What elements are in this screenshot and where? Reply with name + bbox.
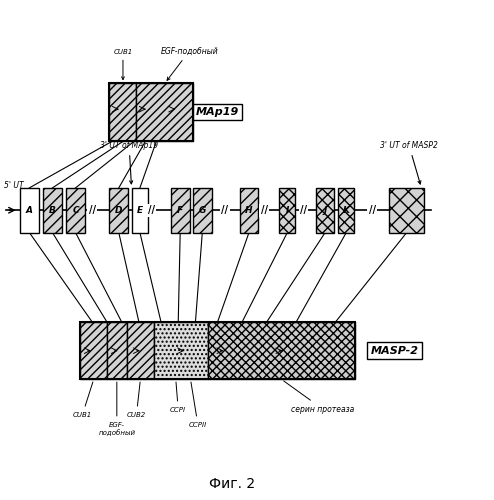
Text: //: // (369, 205, 376, 215)
Text: K: K (342, 206, 349, 214)
Text: G: G (199, 206, 206, 214)
Bar (193, 188, 211, 232)
Text: 3' UT of MASP2: 3' UT of MASP2 (380, 141, 438, 184)
Text: серин протеаза: серин протеаза (284, 381, 355, 414)
Bar (171, 188, 190, 232)
Bar (240, 188, 258, 232)
Text: B: B (49, 206, 56, 214)
Text: MASP-2: MASP-2 (370, 346, 418, 356)
Text: //: // (148, 205, 155, 215)
Text: MAp19: MAp19 (196, 107, 239, 117)
Text: Фиг. 2: Фиг. 2 (209, 476, 255, 490)
Text: C: C (72, 206, 79, 214)
Bar (80, 322, 355, 380)
Text: //: // (221, 205, 228, 215)
Text: CCPII: CCPII (189, 382, 207, 428)
Bar (20, 188, 39, 232)
Bar (126, 322, 154, 380)
Bar (80, 322, 107, 380)
Text: E: E (137, 206, 143, 214)
Bar (154, 322, 207, 380)
Text: CUB1: CUB1 (73, 382, 93, 418)
Text: //: // (89, 205, 96, 215)
Text: 5' UT: 5' UT (4, 182, 24, 190)
Text: CUB2: CUB2 (127, 382, 146, 418)
Bar (131, 188, 148, 232)
Text: J: J (324, 206, 327, 214)
Text: D: D (115, 206, 123, 214)
Text: H: H (245, 206, 253, 214)
Bar (110, 188, 128, 232)
Text: EGF-подобный: EGF-подобный (161, 46, 218, 80)
Bar (110, 84, 193, 140)
Text: EGF-
подобный: EGF- подобный (98, 382, 135, 436)
Text: 3' UT of MAp19: 3' UT of MAp19 (100, 141, 158, 184)
Text: CCPI: CCPI (170, 382, 186, 412)
Text: //: // (261, 205, 268, 215)
Text: F: F (177, 206, 183, 214)
Text: CUB1: CUB1 (113, 48, 132, 80)
Bar (136, 84, 193, 140)
Bar (107, 322, 126, 380)
Bar (316, 188, 334, 232)
Text: A: A (26, 206, 33, 214)
Bar (389, 188, 424, 232)
Bar (279, 188, 295, 232)
Bar (338, 188, 354, 232)
Text: I: I (286, 206, 288, 214)
Text: //: // (300, 205, 307, 215)
Bar (110, 84, 136, 140)
Bar (207, 322, 355, 380)
Bar (66, 188, 85, 232)
Bar (43, 188, 62, 232)
